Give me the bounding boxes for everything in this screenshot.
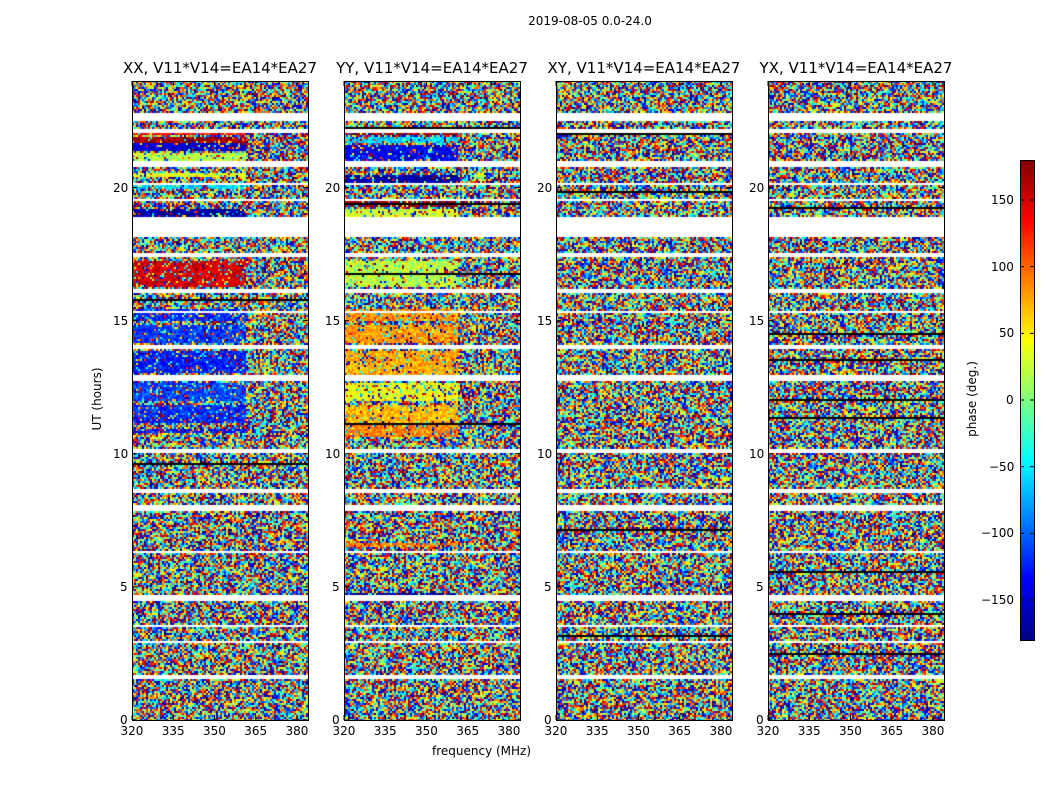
colorbar-tick-label: 0 <box>1006 393 1014 407</box>
panel-xy-heatmap <box>556 81 732 720</box>
colorbar-tick-label: 150 <box>991 193 1014 207</box>
panel-0-frame <box>132 81 309 721</box>
panel-xx-title: XX, V11*V14=EA14*EA27 <box>122 59 317 77</box>
y-tick-label: 10 <box>749 446 765 461</box>
x-tick-label: 320 <box>544 724 568 738</box>
x-tick-label: 380 <box>921 724 945 738</box>
y-tick-label: 5 <box>544 579 552 594</box>
x-tick-label: 350 <box>415 724 438 738</box>
x-tick-label: 335 <box>373 724 397 738</box>
y-tick-label: 5 <box>120 579 128 594</box>
y-tick-label: 0 <box>332 713 340 727</box>
x-tick-label: 365 <box>244 724 268 738</box>
y-tick-label: 10 <box>537 446 553 461</box>
colorbar-tick-label: 100 <box>991 259 1014 274</box>
y-tick-label: 5 <box>332 579 340 594</box>
panel-xx-heatmap <box>132 81 308 720</box>
y-tick-label: 10 <box>325 446 341 461</box>
x-tick-label: 320 <box>756 724 780 738</box>
x-tick-label: 320 <box>332 724 356 738</box>
y-tick-label: 20 <box>325 180 341 195</box>
x-tick-label: 380 <box>709 724 733 738</box>
panel-yy-heatmap <box>344 81 520 720</box>
colorbar-gradient <box>1020 160 1034 640</box>
x-tick-label: 380 <box>285 724 309 738</box>
x-tick-label: 320 <box>120 724 144 738</box>
colorbar-tick-label: 50 <box>999 326 1015 341</box>
y-tick-label: 15 <box>113 313 129 328</box>
y-tick-label: 15 <box>537 313 553 328</box>
panel-yy-title: YY, V11*V14=EA14*EA27 <box>336 59 528 77</box>
x-tick-label: 335 <box>161 724 185 738</box>
x-tick-label: 350 <box>203 724 226 738</box>
figure-suptitle: 2019-08-05 0.0-24.0 <box>528 14 652 28</box>
x-tick-label: 335 <box>585 724 609 738</box>
x-tick-label: 335 <box>797 724 821 738</box>
y-tick-label: 5 <box>756 579 764 594</box>
colorbar-tick-label: −100 <box>981 526 1014 541</box>
panel-1-frame <box>344 81 521 721</box>
panel-yx-title: YX, V11*V14=EA14*EA27 <box>759 59 953 77</box>
x-axis-label: frequency (MHz) <box>432 744 532 758</box>
panel-3-frame <box>768 81 945 721</box>
panel-xy-title: XY, V11*V14=EA14*EA27 <box>547 59 741 77</box>
x-tick-label: 350 <box>627 724 650 738</box>
y-tick-label: 15 <box>325 313 341 328</box>
y-axis-label: UT (hours) <box>90 367 104 431</box>
x-tick-label: 365 <box>668 724 692 738</box>
x-tick-label: 350 <box>839 724 862 738</box>
colorbar-tick-label: −150 <box>981 593 1014 607</box>
y-tick-label: 0 <box>756 713 764 727</box>
y-tick-label: 20 <box>537 180 553 195</box>
x-tick-label: 365 <box>456 724 480 738</box>
x-tick-label: 380 <box>497 724 521 738</box>
x-tick-label: 365 <box>880 724 904 738</box>
colorbar-label: phase (deg.) <box>965 361 979 437</box>
y-tick-label: 0 <box>544 713 552 727</box>
y-tick-label: 0 <box>120 713 128 727</box>
y-tick-label: 10 <box>113 446 129 461</box>
y-tick-label: 20 <box>113 180 129 195</box>
y-tick-label: 20 <box>749 180 765 195</box>
y-tick-label: 15 <box>749 313 765 328</box>
panel-yx-heatmap <box>768 81 944 720</box>
panel-2-frame <box>556 81 733 721</box>
colorbar-tick-label: −50 <box>989 459 1015 474</box>
